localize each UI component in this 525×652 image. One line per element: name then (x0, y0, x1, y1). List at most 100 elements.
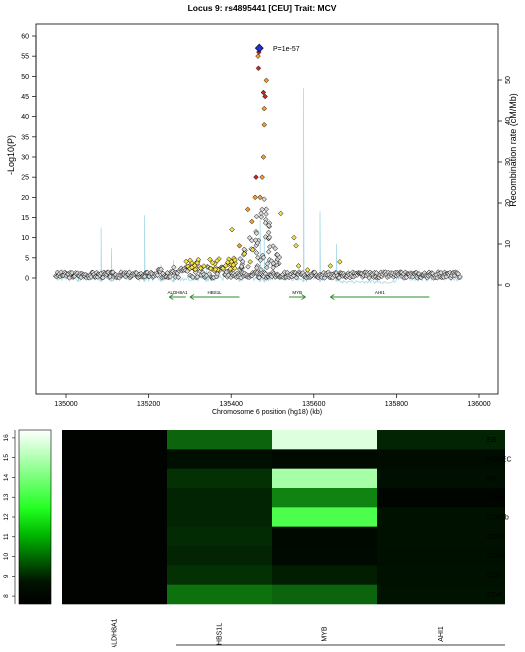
snp-point (266, 222, 272, 229)
snp-point (244, 206, 251, 213)
snp-point (257, 257, 264, 263)
x-tick-label: 135200 (137, 401, 160, 408)
heatmap-cell (62, 468, 167, 489)
snp-point (247, 259, 253, 265)
snp-point (222, 262, 229, 269)
colorbar-tick-label: 9 (3, 574, 10, 578)
heatmap-cell (62, 546, 167, 566)
snp-point (264, 261, 271, 267)
heatmap-row-label: CD66b (487, 515, 509, 522)
snp-point (270, 260, 277, 267)
snp-point (201, 263, 207, 269)
snp-point (257, 194, 263, 201)
recombination-rate-line (55, 88, 463, 285)
heatmap-cell (167, 526, 272, 547)
snp-point (246, 235, 253, 241)
snp-point (253, 265, 260, 271)
heatmap-cell (167, 488, 272, 508)
colorbar-tick-label: 14 (3, 473, 10, 481)
heatmap-cell (377, 526, 505, 547)
y-tick-label: 30 (21, 155, 29, 162)
y2-tick-label: 30 (505, 158, 512, 166)
heatmap-cell (62, 526, 167, 547)
x-axis: 135000 135200 135400 135600 135800 136000 (54, 394, 491, 408)
snp-point (255, 254, 261, 261)
heatmap-cell (62, 565, 167, 585)
snp-point (227, 266, 234, 272)
heatmap-cell (377, 507, 505, 527)
heatmap-cell (377, 546, 505, 566)
snp-point (260, 89, 267, 96)
snp-point (252, 194, 258, 201)
snp-point (192, 266, 199, 273)
snp-point (214, 271, 221, 277)
snp-point (171, 264, 177, 271)
heatmap-cell (272, 449, 377, 469)
snp-point (167, 274, 173, 280)
heatmap-cell (272, 546, 377, 566)
snp-point (260, 254, 267, 261)
y-tick-label: 15 (21, 215, 29, 222)
snp-point (237, 256, 243, 262)
gene-arrow (168, 294, 174, 300)
heatmap-row-label: CD8 (487, 573, 501, 580)
snp-point (336, 275, 342, 281)
y-tick-label: 45 (21, 94, 29, 101)
heatmap-row-label: HUVEC (487, 457, 512, 464)
y2-axis-label: Recombination rate (cM/Mb) (508, 93, 518, 207)
heatmap-cell (272, 468, 377, 489)
snp-point (291, 234, 297, 241)
snp-point (255, 65, 262, 72)
snp-point (236, 242, 243, 249)
heatmap-cell (377, 449, 505, 469)
snp-point (265, 229, 272, 236)
snp-point (263, 77, 270, 84)
snp-point (229, 226, 235, 233)
gene-label: AHI1 (375, 290, 386, 295)
colorbar-ticks: 8 9 10 11 12 13 14 15 16 (3, 430, 16, 604)
snp-point (249, 247, 256, 253)
y2-axis: 0 10 20 30 40 50 (497, 76, 512, 287)
snp-point (264, 264, 270, 271)
heatmap-row-label: MK (487, 476, 498, 483)
heatmap-cell (377, 584, 505, 605)
snp-point (261, 121, 267, 128)
heatmap-cell (272, 507, 377, 527)
snp-point (212, 266, 219, 273)
snp-point (253, 250, 260, 256)
colorbar-tick-label: 10 (3, 553, 10, 561)
colorbar-tick-label: 16 (3, 434, 10, 442)
heatmap-column-label: ALDH8A1 (112, 618, 119, 647)
snp-point (263, 206, 269, 212)
snp-point (187, 257, 193, 264)
gene-label: MYB (292, 290, 302, 295)
snp-point (245, 263, 251, 270)
heatmap-cell (167, 449, 272, 469)
snp-point (249, 218, 255, 225)
top-snp-annotation: P=1e-57 (273, 46, 300, 53)
snp-point (321, 275, 328, 281)
y-tick-label: 10 (21, 235, 29, 242)
snp-point (266, 244, 273, 250)
gene-arrow (189, 294, 195, 300)
snp-point (192, 269, 199, 276)
snp-point (262, 93, 268, 100)
y-tick-label: 55 (21, 54, 29, 61)
snp-point (261, 105, 267, 112)
heatmap-cell (272, 488, 377, 508)
gene-arrow (330, 294, 335, 300)
y2-tick-label: 40 (505, 117, 512, 125)
x-tick-label: 135000 (54, 401, 77, 408)
colorbar-tick-label: 8 (3, 594, 10, 598)
snp-point (263, 211, 269, 217)
snp-point (238, 263, 245, 270)
colorbar (18, 429, 52, 605)
recombination-rate-series (55, 88, 463, 285)
y-tick-label: 20 (21, 195, 29, 202)
snp-point (274, 251, 281, 258)
heatmap-cell (272, 565, 377, 585)
snp-point (258, 214, 265, 220)
heatmap-cell (167, 546, 272, 566)
